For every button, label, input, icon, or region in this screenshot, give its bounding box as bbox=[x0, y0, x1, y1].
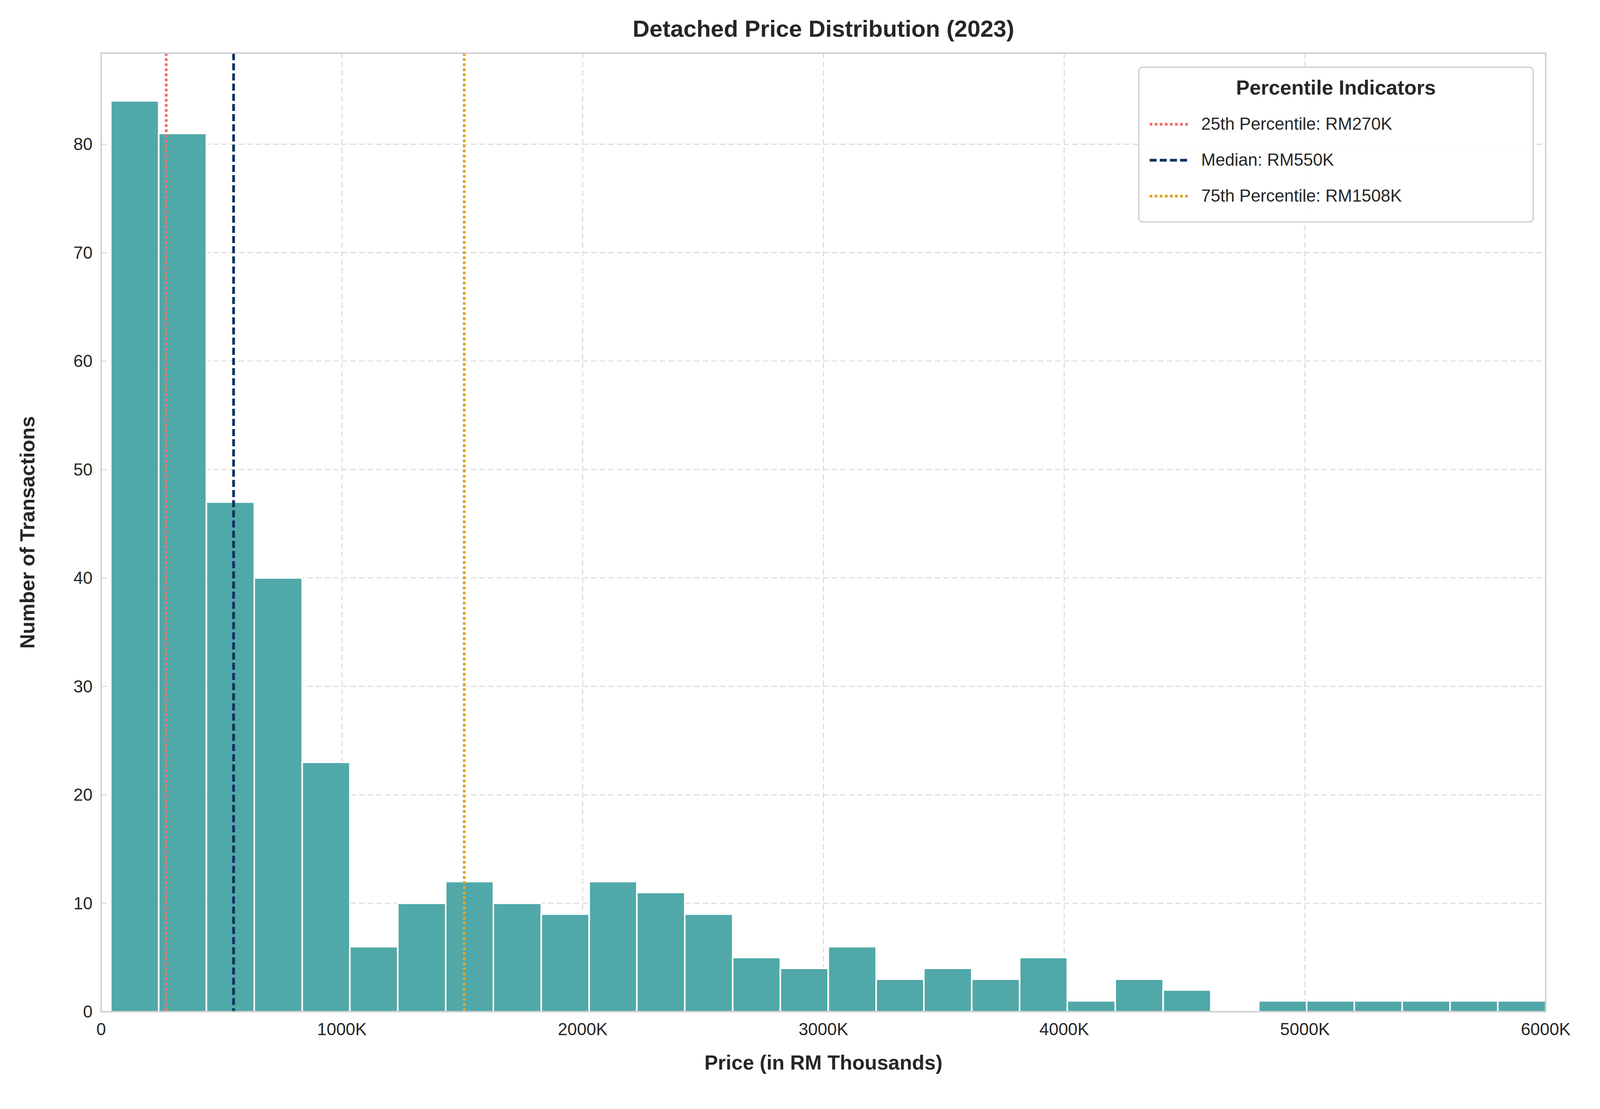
bar bbox=[1497, 1000, 1546, 1012]
bar bbox=[1163, 989, 1211, 1012]
bar bbox=[1067, 1000, 1116, 1012]
bar bbox=[493, 903, 542, 1012]
y-tick-label: 30 bbox=[73, 676, 93, 696]
marks bbox=[110, 53, 1546, 1012]
legend-swatch bbox=[1149, 158, 1189, 162]
bar bbox=[971, 978, 1020, 1012]
bar bbox=[1402, 1000, 1451, 1012]
bar bbox=[206, 501, 255, 1012]
bar bbox=[1258, 1000, 1307, 1012]
bar bbox=[732, 957, 781, 1012]
x-tick-label: 6000K bbox=[1520, 1019, 1571, 1039]
bar bbox=[541, 913, 590, 1012]
x-axis-label: Price (in RM Thousands) bbox=[704, 1050, 943, 1074]
y-grid bbox=[101, 685, 1546, 687]
x-tick-label: 2000K bbox=[557, 1019, 608, 1039]
x-grid bbox=[1063, 53, 1065, 1012]
bar bbox=[1354, 1000, 1403, 1012]
bar bbox=[254, 577, 303, 1012]
chart: 0 1000K 2000K 3000K 4000K 5000K 6000K 0 10 20 30 40… bbox=[0, 0, 1600, 1109]
x-grid bbox=[823, 53, 825, 1012]
x-tick-label: 0 bbox=[96, 1019, 106, 1039]
bar bbox=[876, 978, 924, 1012]
y-grid bbox=[101, 577, 1546, 579]
x-tick-label: 5000K bbox=[1280, 1019, 1330, 1039]
y-grid bbox=[101, 468, 1546, 470]
y-grid bbox=[101, 360, 1546, 362]
title: Detached Price Distribution (2023) bbox=[632, 15, 1015, 42]
legend-label: 25th Percentile: RM270K bbox=[1201, 114, 1393, 134]
plot-background bbox=[101, 53, 1546, 1012]
y-tick-label: 10 bbox=[73, 893, 93, 913]
bar bbox=[828, 946, 877, 1012]
x-tick-label: 4000K bbox=[1039, 1019, 1090, 1039]
bar bbox=[1019, 957, 1068, 1012]
bar bbox=[684, 913, 733, 1012]
y-tick-label: 50 bbox=[73, 459, 93, 479]
legend-box bbox=[1138, 67, 1534, 222]
bar bbox=[397, 903, 446, 1012]
legend-label: 75th Percentile: RM1508K bbox=[1201, 185, 1402, 206]
bar bbox=[1306, 1000, 1355, 1012]
bar bbox=[350, 946, 399, 1012]
bar bbox=[445, 881, 494, 1012]
bar bbox=[589, 881, 637, 1012]
y-tick-label: 40 bbox=[73, 567, 93, 588]
y-tick-label: 70 bbox=[73, 242, 93, 263]
legend-label: Median: RM550K bbox=[1201, 150, 1334, 170]
bar bbox=[1115, 978, 1164, 1012]
y-axis-label: Number of Transactions bbox=[16, 416, 39, 649]
legend-swatch bbox=[1149, 123, 1189, 126]
bar bbox=[780, 967, 829, 1012]
frame bbox=[101, 53, 1546, 1012]
y-tick-label: 60 bbox=[73, 351, 93, 371]
y-grid bbox=[101, 251, 1546, 254]
legend-swatch bbox=[1149, 194, 1189, 198]
x-grid bbox=[582, 53, 584, 1012]
x-tick-label: 1000K bbox=[317, 1019, 367, 1039]
bar bbox=[1450, 1000, 1498, 1012]
legend-title: Percentile Indicators bbox=[1235, 76, 1436, 99]
reference-line bbox=[462, 53, 466, 1012]
y-tick-label: 80 bbox=[73, 134, 93, 154]
reference-line bbox=[232, 53, 235, 1012]
bar bbox=[302, 762, 350, 1012]
y-tick-label: 0 bbox=[83, 1001, 93, 1021]
bar bbox=[636, 892, 685, 1012]
reference-line bbox=[164, 53, 168, 1012]
x-tick-label: 3000K bbox=[798, 1019, 849, 1039]
bar bbox=[923, 967, 972, 1012]
y-tick-label: 20 bbox=[73, 784, 93, 804]
bar bbox=[110, 100, 159, 1012]
